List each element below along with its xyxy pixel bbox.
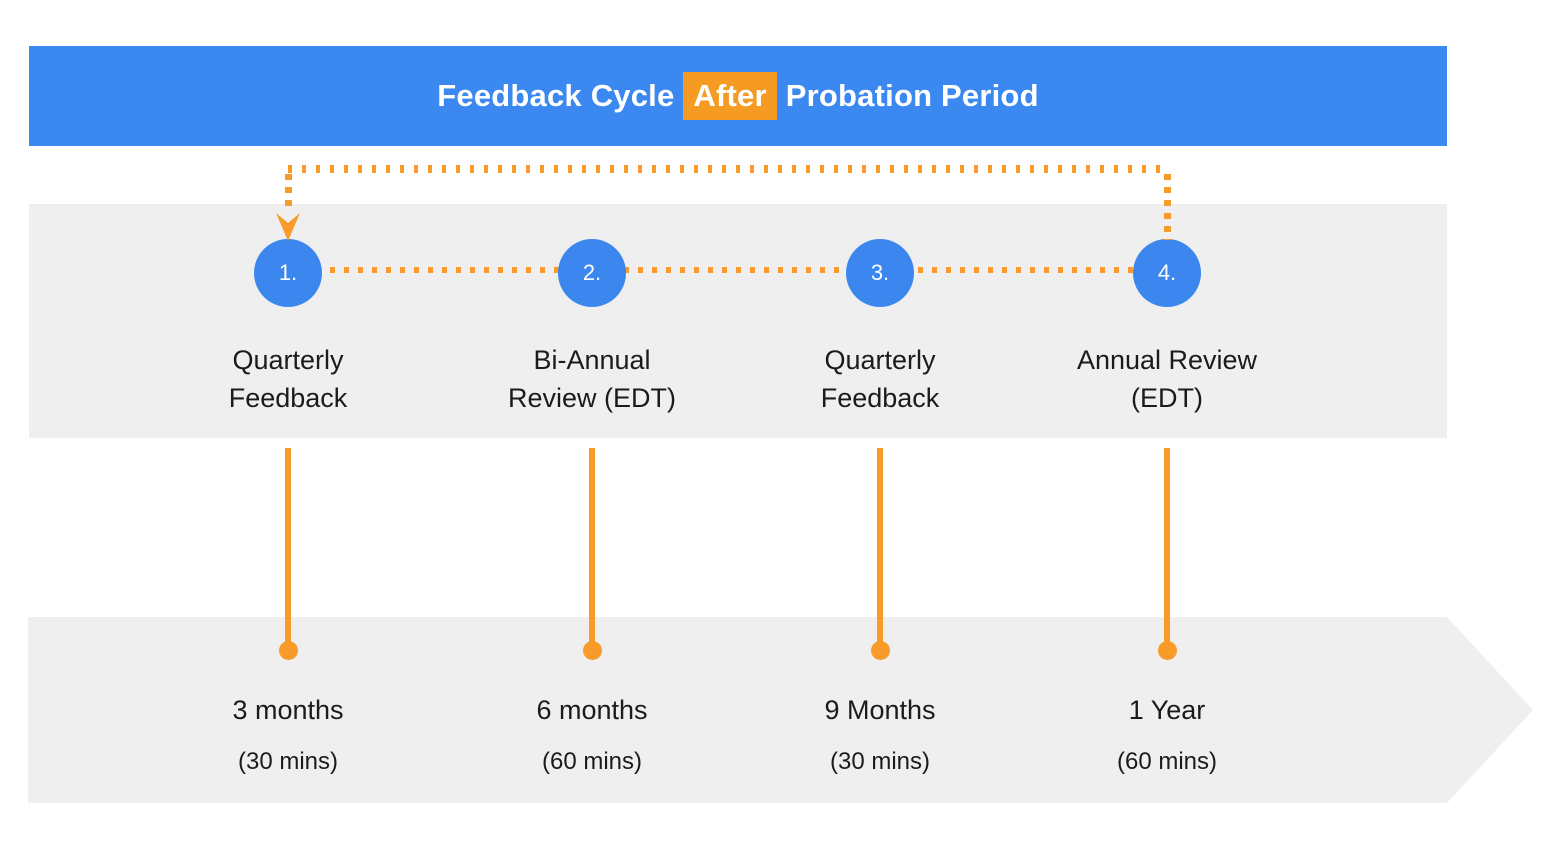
step-drop-dot-1 bbox=[279, 641, 298, 660]
step-label-2: Bi-Annual Review (EDT) bbox=[507, 345, 676, 413]
timeline-time-4: 1 Year bbox=[1128, 695, 1206, 725]
step-drop-dot-2 bbox=[583, 641, 602, 660]
step-circle-3: 3. bbox=[846, 239, 914, 307]
timeline-time-3: 9 Months bbox=[824, 695, 936, 725]
step-label-1: Quarterly Feedback bbox=[228, 345, 348, 413]
timeline-arrow-band bbox=[28, 617, 1533, 803]
step-drop-dot-4 bbox=[1158, 641, 1177, 660]
step-drop-line-2 bbox=[589, 448, 595, 646]
title-suffix: Probation Period bbox=[785, 78, 1039, 113]
step-number: 4. bbox=[1157, 260, 1177, 285]
step-label-3: Quarterly Feedback bbox=[820, 345, 940, 413]
feedback-loop-left-line bbox=[285, 174, 292, 210]
step-drop-line-3 bbox=[877, 448, 883, 646]
page-title: Feedback Cycle After Probation Period bbox=[437, 72, 1039, 120]
timeline-duration-4: (60 mins) bbox=[1116, 748, 1218, 775]
step-number: 1. bbox=[278, 260, 298, 285]
step-label-4: Annual Review (EDT) bbox=[1076, 345, 1258, 413]
step-number: 3. bbox=[870, 260, 890, 285]
steps-dotted-connector bbox=[288, 267, 1168, 273]
timeline-time-1: 3 months bbox=[232, 695, 344, 725]
step-drop-line-4 bbox=[1164, 448, 1170, 646]
timeline-duration-3: (30 mins) bbox=[829, 748, 931, 775]
step-number: 2. bbox=[582, 260, 602, 285]
title-prefix: Feedback Cycle bbox=[437, 78, 675, 113]
title-highlight: After bbox=[683, 72, 777, 120]
step-drop-line-1 bbox=[285, 448, 291, 646]
step-circle-1: 1. bbox=[254, 239, 322, 307]
feedback-loop-top-line bbox=[288, 165, 1170, 173]
step-drop-dot-3 bbox=[871, 641, 890, 660]
timeline-duration-2: (60 mins) bbox=[541, 748, 643, 775]
timeline-duration-1: (30 mins) bbox=[237, 748, 339, 775]
loop-arrowhead-icon bbox=[276, 213, 300, 241]
step-circle-4: 4. bbox=[1133, 239, 1201, 307]
feedback-loop-right-line bbox=[1164, 174, 1171, 240]
steps-band bbox=[29, 204, 1447, 438]
step-circle-2: 2. bbox=[558, 239, 626, 307]
timeline-time-2: 6 months bbox=[536, 695, 648, 725]
header-banner: Feedback Cycle After Probation Period bbox=[29, 46, 1447, 146]
